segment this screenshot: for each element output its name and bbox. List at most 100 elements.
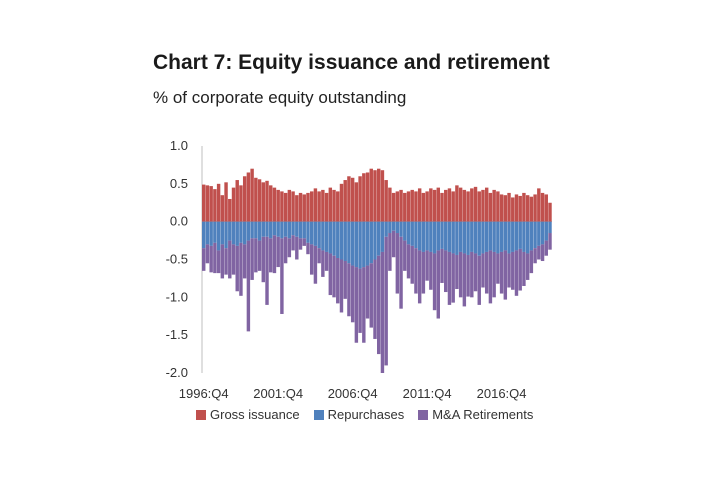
- x-tick-label: 2011:Q4: [403, 386, 452, 401]
- bar-repurchases: [462, 221, 467, 254]
- bar-ma-retirements: [358, 268, 362, 333]
- bar-repurchases: [395, 221, 400, 234]
- bar-ma-retirements: [458, 251, 463, 298]
- bar-repurchases: [283, 221, 288, 237]
- bar-gross-issuance: [257, 179, 262, 222]
- bar-ma-retirements: [414, 248, 418, 294]
- bar-repurchases: [339, 221, 344, 260]
- bar-ma-retirements: [544, 240, 548, 256]
- bar-ma-retirements: [425, 250, 429, 281]
- bar-ma-retirements: [228, 240, 232, 279]
- bar-gross-issuance: [239, 185, 243, 222]
- y-tick-label: -1.5: [166, 327, 188, 342]
- bar-gross-issuance: [321, 189, 325, 222]
- bar-repurchases: [369, 221, 373, 264]
- chart-subtitle: % of corporate equity outstanding: [153, 88, 407, 107]
- bar-repurchases: [548, 221, 552, 234]
- bar-ma-retirements: [548, 233, 552, 250]
- y-tick-label: 1.0: [170, 138, 188, 153]
- y-tick-label: -1.0: [166, 289, 188, 304]
- bar-gross-issuance: [216, 183, 221, 222]
- bar-ma-retirements: [377, 255, 381, 355]
- bar-ma-retirements: [484, 251, 489, 294]
- bar-gross-issuance: [380, 170, 385, 222]
- bar-repurchases: [213, 221, 217, 243]
- bar-repurchases: [473, 221, 478, 254]
- bar-ma-retirements: [533, 248, 537, 264]
- bar-repurchases: [507, 221, 511, 254]
- bar-gross-issuance: [317, 191, 321, 222]
- legend-swatch-gross-issuance: [196, 409, 206, 420]
- bar-ma-retirements: [451, 253, 455, 303]
- bar-repurchases: [328, 221, 333, 254]
- bar-repurchases: [343, 221, 347, 262]
- legend-label-ma-retirements: M&A Retirements: [432, 407, 534, 422]
- bar-ma-retirements: [269, 238, 273, 273]
- bar-ma-retirements: [231, 244, 236, 275]
- bar-ma-retirements: [373, 259, 377, 339]
- bar-ma-retirements: [406, 244, 411, 279]
- bar-ma-retirements: [496, 253, 500, 284]
- bar-ma-retirements: [492, 251, 496, 298]
- bar-gross-issuance: [511, 197, 515, 222]
- y-tick-label: 0.0: [170, 214, 188, 229]
- bar-gross-issuance: [313, 188, 318, 222]
- bar-gross-issuance: [514, 194, 519, 222]
- x-tick-label: 2016:Q4: [477, 386, 527, 401]
- bar-ma-retirements: [514, 250, 519, 296]
- bar-gross-issuance: [332, 189, 336, 222]
- bar-repurchases: [377, 221, 381, 256]
- bar-ma-retirements: [216, 250, 221, 274]
- bar-gross-issuance: [302, 194, 306, 222]
- bar-repurchases: [544, 221, 548, 241]
- bar-gross-issuance: [343, 180, 347, 222]
- bar-ma-retirements: [369, 263, 373, 328]
- bar-ma-retirements: [350, 265, 355, 323]
- bar-ma-retirements: [481, 253, 485, 288]
- bar-repurchases: [436, 221, 440, 251]
- bar-ma-retirements: [235, 245, 239, 292]
- bar-ma-retirements: [291, 235, 295, 251]
- bar-gross-issuance: [324, 192, 329, 222]
- bar-repurchases: [492, 221, 496, 252]
- bar-repurchases: [425, 221, 429, 251]
- bar-ma-retirements: [429, 251, 433, 290]
- bar-gross-issuance: [525, 195, 530, 222]
- bar-repurchases: [470, 221, 474, 252]
- bar-repurchases: [484, 221, 489, 252]
- bar-ma-retirements: [410, 245, 414, 284]
- bar-repurchases: [406, 221, 411, 245]
- bar-gross-issuance: [544, 194, 548, 222]
- bar-gross-issuance: [350, 177, 355, 222]
- bar-ma-retirements: [272, 235, 277, 274]
- bar-repurchases: [321, 221, 325, 251]
- bar-ma-retirements: [339, 259, 344, 313]
- bar-repurchases: [477, 221, 481, 256]
- bar-gross-issuance: [220, 195, 225, 222]
- bar-gross-issuance: [246, 172, 251, 222]
- bar-repurchases: [280, 221, 284, 239]
- bar-gross-issuance: [265, 180, 269, 222]
- bar-gross-issuance: [455, 185, 459, 222]
- bar-repurchases: [317, 221, 321, 249]
- bar-ma-retirements: [257, 240, 262, 271]
- bar-repurchases: [235, 221, 239, 246]
- bar-repurchases: [537, 221, 541, 246]
- bar-gross-issuance: [417, 188, 422, 222]
- bar-gross-issuance: [540, 192, 545, 222]
- bar-repurchases: [216, 221, 221, 251]
- bar-ma-retirements: [261, 236, 265, 283]
- bar-ma-retirements: [384, 236, 388, 366]
- bar-ma-retirements: [343, 261, 347, 299]
- bar-gross-issuance: [477, 191, 481, 222]
- bar-gross-issuance: [283, 192, 288, 222]
- bar-gross-issuance: [269, 185, 273, 222]
- bar-gross-issuance: [235, 180, 239, 222]
- bar-repurchases: [269, 221, 273, 239]
- bar-ma-retirements: [336, 257, 340, 304]
- bar-repurchases: [458, 221, 463, 252]
- bar-repurchases: [287, 221, 292, 239]
- bar-repurchases: [324, 221, 329, 252]
- bar-repurchases: [257, 221, 262, 241]
